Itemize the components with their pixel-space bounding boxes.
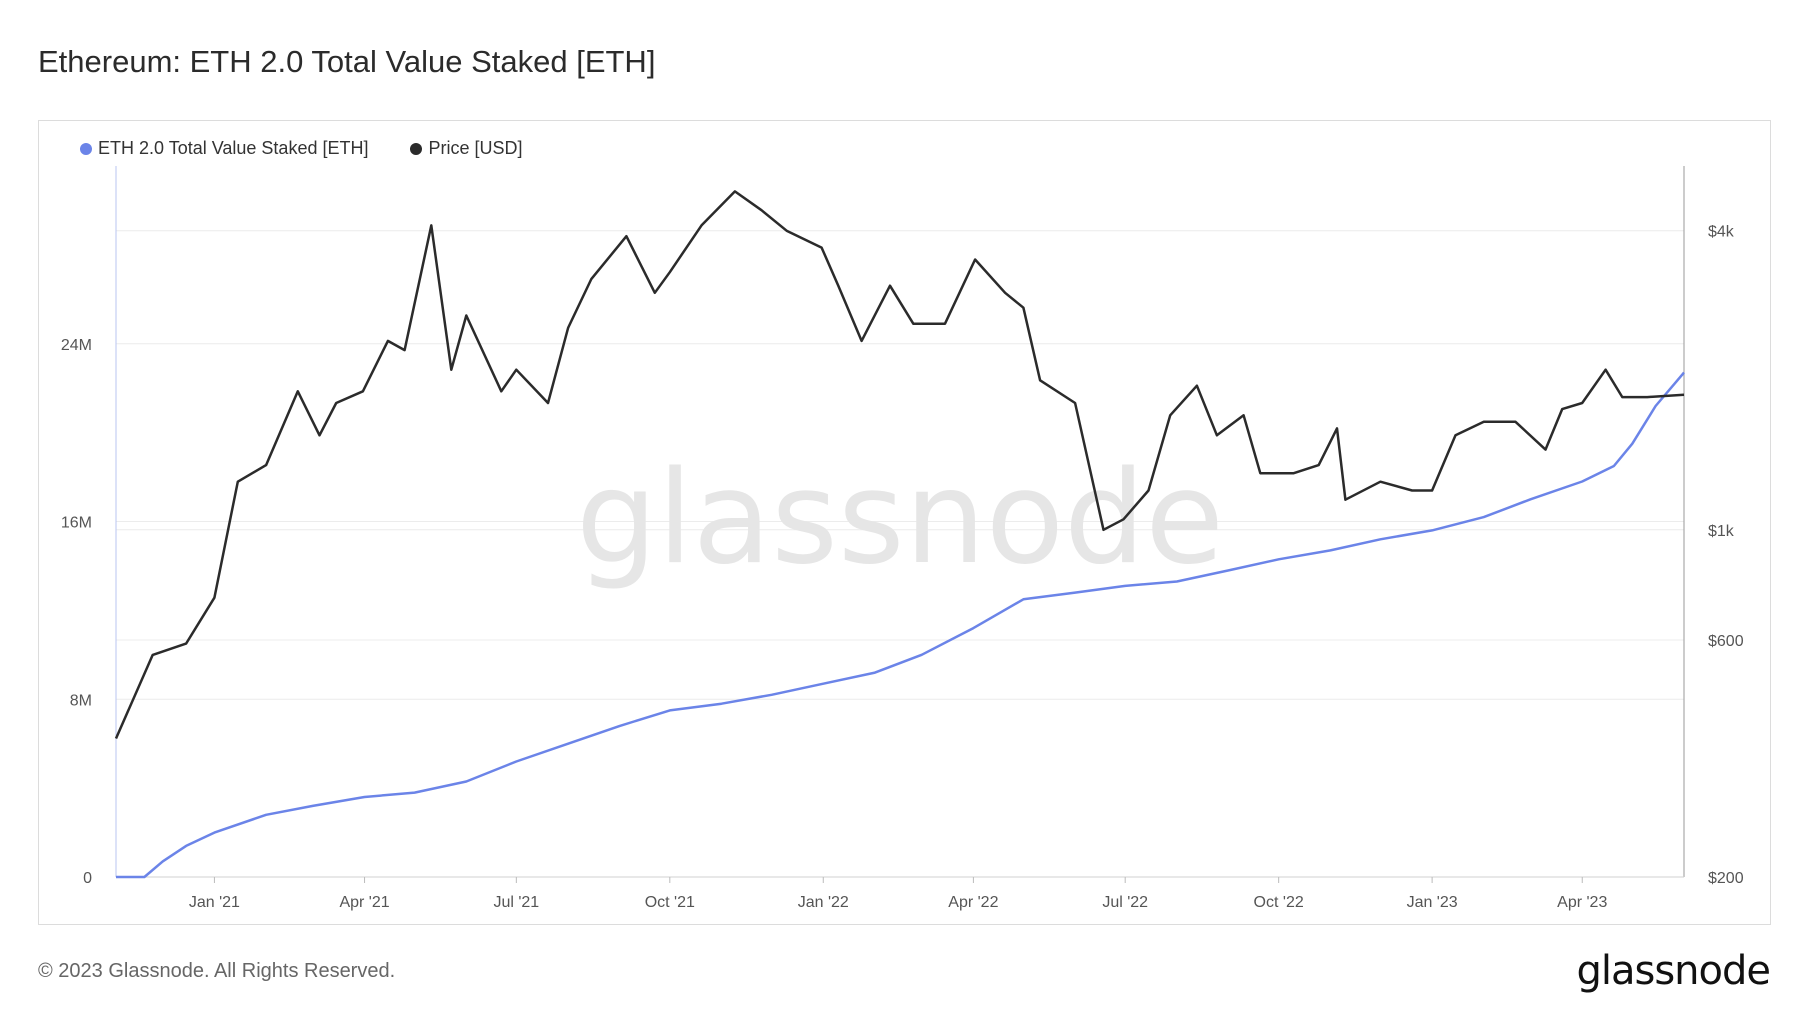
- x-tick-label: Jul '22: [1102, 894, 1148, 911]
- x-tick-label: Apr '23: [1557, 894, 1607, 911]
- legend-dot-staked: [80, 142, 92, 155]
- y-left-tick-label: 0: [83, 870, 92, 887]
- y-left-tick-label: 16M: [61, 515, 92, 532]
- legend-item-price[interactable]: Price [USD]: [410, 138, 523, 159]
- chart-legend: ETH 2.0 Total Value Staked [ETH] Price […: [80, 138, 523, 159]
- x-tick-label: Jan '23: [1407, 894, 1458, 911]
- x-tick-label: Jan '21: [189, 894, 240, 911]
- y-right-tick-label: $600: [1708, 633, 1744, 650]
- legend-label-price: Price [USD]: [428, 138, 523, 158]
- glassnode-logo[interactable]: glassnode: [1576, 948, 1771, 994]
- legend-dot-price: [410, 142, 423, 155]
- series-line-price: [114, 190, 1685, 740]
- x-tick-label: Jan '22: [798, 894, 849, 911]
- y-right-tick-label: $4k: [1708, 224, 1735, 241]
- x-tick-label: Apr '21: [339, 894, 389, 911]
- axes: 0 8M 16M 24M $200 $600 $1k $4k Jan '21 Apr '21 Jul…: [61, 166, 1744, 911]
- y-right-tick-label: $1k: [1708, 523, 1735, 540]
- series: [114, 190, 1685, 879]
- x-tick-label: Oct '21: [645, 894, 695, 911]
- watermark: glassnode: [576, 444, 1224, 593]
- y-left-tick-label: 8M: [70, 692, 92, 709]
- legend-label-staked: ETH 2.0 Total Value Staked [ETH]: [98, 138, 369, 158]
- chart-title: Ethereum: ETH 2.0 Total Value Staked [ET…: [38, 44, 656, 79]
- x-tick-label: Jul '21: [493, 894, 539, 911]
- copyright-text: © 2023 Glassnode. All Rights Reserved.: [38, 960, 396, 982]
- y-right-tick-label: $200: [1708, 870, 1744, 887]
- legend-item-staked[interactable]: ETH 2.0 Total Value Staked [ETH]: [80, 138, 368, 159]
- chart-panel: [38, 120, 1771, 925]
- y-left-tick-label: 24M: [61, 337, 92, 354]
- x-tick-label: Oct '22: [1254, 894, 1304, 911]
- series-line-staked: [116, 371, 1685, 879]
- x-tick-label: Apr '22: [948, 894, 998, 911]
